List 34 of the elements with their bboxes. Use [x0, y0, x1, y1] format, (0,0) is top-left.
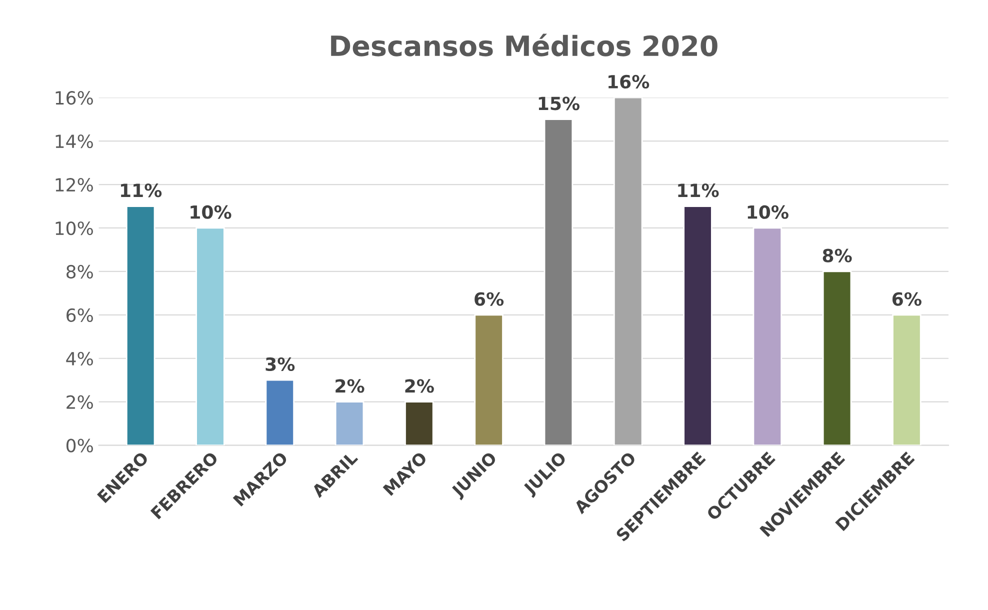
data-label: 8% [822, 248, 852, 262]
bar [196, 227, 225, 446]
data-label: 2% [336, 379, 364, 393]
data-label: 2% [405, 379, 434, 393]
y-tick-label: 14% [56, 134, 93, 148]
data-label: 16% [608, 74, 650, 89]
bar [544, 118, 574, 446]
bar [752, 227, 782, 446]
data-label: 11% [678, 184, 719, 198]
chart-title: Descansos Médicos 2020 [331, 34, 718, 56]
bar [404, 401, 434, 446]
bar [474, 314, 504, 446]
data-label: 10% [190, 205, 232, 219]
data-label: 11% [121, 184, 162, 198]
bar [613, 98, 643, 446]
data-label: 15% [538, 96, 580, 110]
y-tick-label: 12% [56, 178, 93, 192]
data-label: 6% [474, 292, 504, 306]
y-tick-label: 0% [66, 438, 93, 452]
y-tick-label: 16% [56, 91, 93, 105]
y-tick-label: 8% [66, 264, 93, 279]
data-label: 3% [266, 357, 295, 372]
bar [265, 379, 295, 446]
y-tick-label: 10% [56, 221, 93, 236]
bar [126, 206, 156, 446]
y-tick-label: 6% [66, 308, 93, 322]
data-label: 10% [748, 205, 788, 219]
bar [683, 206, 712, 446]
y-tick-label: 4% [66, 352, 93, 366]
data-label: 6% [892, 292, 922, 306]
y-tick-label: 2% [66, 395, 93, 409]
bar [892, 314, 922, 446]
bar [822, 270, 852, 446]
bar [334, 401, 364, 446]
